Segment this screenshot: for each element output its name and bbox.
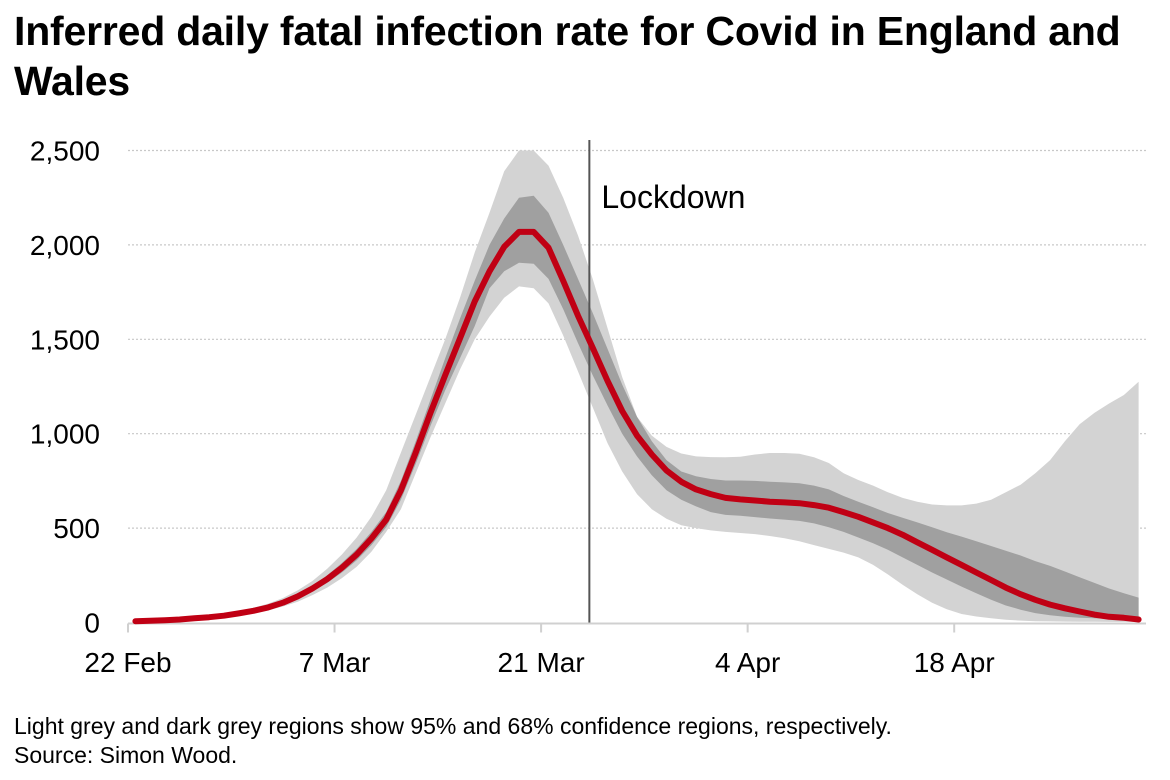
lockdown-label: Lockdown — [601, 179, 745, 215]
series-lines — [132, 228, 1142, 625]
footnote: Light grey and dark grey regions show 95… — [14, 712, 892, 770]
series-line-fatal-infections — [132, 228, 1142, 625]
gridlines — [128, 149, 1146, 529]
x-tick-label: 7 Mar — [299, 647, 371, 678]
band-95-percent — [135, 150, 1139, 622]
x-tick-label: 22 Feb — [84, 647, 171, 678]
y-tick-label: 0 — [84, 608, 100, 639]
footnote-confidence-note: Light grey and dark grey regions show 95… — [14, 713, 892, 739]
y-tick-label: 1,000 — [30, 419, 100, 450]
y-tick-label: 500 — [53, 513, 100, 544]
annotations: Lockdown — [588, 140, 745, 623]
x-tick-label: 4 Apr — [715, 647, 780, 678]
chart-title: Inferred daily fatal infection rate for … — [14, 8, 1121, 104]
x-tick-label: 21 Mar — [498, 647, 585, 678]
y-axis-labels: 0 500 1,000 1,500 2,000 2,500 — [30, 136, 100, 639]
footnote-source: Source: Simon Wood. — [14, 742, 238, 768]
y-tick-label: 2,000 — [30, 230, 100, 261]
confidence-bands — [135, 150, 1139, 622]
band-68-percent — [135, 195, 1139, 622]
y-tick-label: 1,500 — [30, 324, 100, 355]
x-axis: 22 Feb 7 Mar 21 Mar 4 Apr 18 Apr — [84, 622, 1146, 678]
y-tick-label: 2,500 — [30, 136, 100, 167]
x-tick-label: 18 Apr — [914, 647, 995, 678]
